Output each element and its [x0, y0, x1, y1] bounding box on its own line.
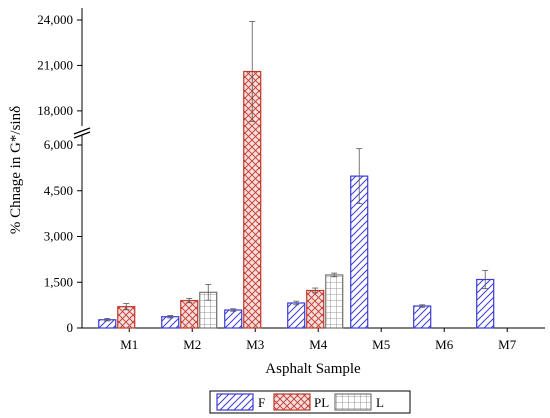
bar-l-m4: [325, 274, 344, 329]
y-tick-label: 18,000: [37, 103, 73, 118]
legend-label-f: F: [258, 395, 265, 410]
x-tick-label: M4: [309, 337, 328, 352]
legend-label-pl: PL: [314, 395, 329, 410]
legend-swatch-f: [216, 393, 254, 411]
y-tick-label: 6,000: [44, 137, 73, 152]
axis-break-mark-2: [73, 131, 91, 139]
bars-group: [98, 21, 495, 329]
x-tick-label: M7: [498, 337, 517, 352]
y-tick-label: 0: [67, 320, 74, 335]
bar-f-m3: [224, 309, 243, 329]
y-tick-label: 1,500: [44, 274, 73, 289]
x-tick-label: M3: [246, 337, 264, 352]
x-tick-label: M6: [435, 337, 454, 352]
legend: F PL L: [209, 390, 411, 414]
y-axis-title: % Chnage in G*/sinδ: [8, 106, 24, 234]
legend-label-l: L: [376, 395, 384, 410]
x-tick-label: M2: [183, 337, 201, 352]
bar-pl-m4: [306, 289, 325, 329]
x-tick-label: M1: [120, 337, 138, 352]
bar-f-m2: [161, 316, 180, 329]
x-axis-title: Asphalt Sample: [265, 361, 361, 377]
y-tick-label: 3,000: [44, 229, 73, 244]
bar-f-m6: [413, 305, 432, 329]
y-tick-label: 21,000: [37, 57, 73, 72]
y-tick-label: 24,000: [37, 12, 73, 27]
legend-swatch-l: [334, 393, 372, 411]
axis-break-mark-1: [73, 127, 91, 135]
bar-pl-m2: [180, 299, 199, 329]
y-tick-label: 4,500: [44, 183, 73, 198]
x-tick-label: M5: [372, 337, 390, 352]
bar-f-m4: [287, 302, 306, 329]
y-tick-group: 0 1,500 3,000 4,500 6,000 18,000 21,000 24,000: [37, 12, 82, 335]
legend-swatch-pl: [273, 393, 311, 411]
x-tick-group: M1 M2 M3 M4 M5 M6 M7: [120, 328, 517, 352]
